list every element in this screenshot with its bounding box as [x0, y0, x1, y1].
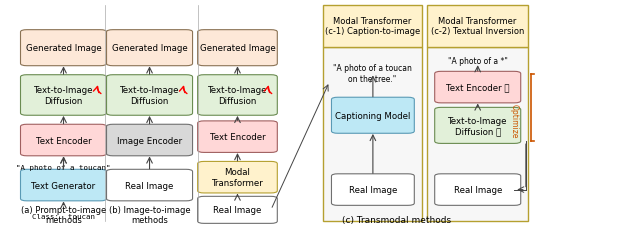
Text: Text Encoder: Text Encoder	[36, 136, 92, 145]
Text: Real Image: Real Image	[454, 185, 502, 194]
FancyBboxPatch shape	[20, 31, 106, 67]
FancyBboxPatch shape	[323, 48, 422, 221]
FancyBboxPatch shape	[106, 125, 193, 156]
Text: Real Image: Real Image	[349, 185, 397, 194]
Text: Text-to-Image
Diffusion 🔒: Text-to-Image Diffusion 🔒	[448, 116, 508, 136]
FancyBboxPatch shape	[106, 75, 193, 116]
Text: "A photo of a toucan": "A photo of a toucan"	[16, 164, 111, 170]
FancyBboxPatch shape	[20, 125, 106, 156]
Text: Text Encoder: Text Encoder	[210, 133, 266, 141]
FancyBboxPatch shape	[427, 6, 528, 47]
FancyBboxPatch shape	[20, 170, 106, 201]
FancyBboxPatch shape	[198, 121, 277, 153]
Text: Captioning Model: Captioning Model	[335, 111, 411, 120]
Text: Class:  toucan: Class: toucan	[32, 213, 95, 219]
Text: Modal
Transformer: Modal Transformer	[212, 168, 263, 187]
FancyBboxPatch shape	[332, 174, 414, 205]
Text: Modal Transformer
(c-2) Textual Inversion: Modal Transformer (c-2) Textual Inversio…	[431, 17, 524, 36]
FancyBboxPatch shape	[435, 174, 521, 205]
Text: Image Encoder: Image Encoder	[117, 136, 182, 145]
FancyBboxPatch shape	[198, 75, 277, 116]
Text: "A photo of a toucan
on the tree.": "A photo of a toucan on the tree."	[333, 64, 412, 84]
FancyBboxPatch shape	[332, 98, 414, 134]
Text: Text Encoder 🔒: Text Encoder 🔒	[446, 83, 509, 92]
FancyBboxPatch shape	[198, 196, 277, 223]
FancyBboxPatch shape	[198, 162, 277, 193]
Text: Text-to-Image
Diffusion: Text-to-Image Diffusion	[120, 86, 179, 105]
Text: Generated Image: Generated Image	[26, 44, 101, 53]
Text: (c) Transmodal methods: (c) Transmodal methods	[342, 215, 451, 225]
FancyBboxPatch shape	[323, 6, 422, 47]
FancyBboxPatch shape	[20, 75, 106, 116]
Text: Generated Image: Generated Image	[111, 44, 188, 53]
FancyBboxPatch shape	[435, 108, 521, 144]
FancyBboxPatch shape	[198, 31, 277, 67]
FancyBboxPatch shape	[427, 48, 528, 221]
Text: Real Image: Real Image	[125, 181, 173, 190]
Text: Generated Image: Generated Image	[200, 44, 275, 53]
Text: Text Generator: Text Generator	[31, 181, 95, 190]
Text: Optimize: Optimize	[510, 103, 519, 137]
FancyBboxPatch shape	[435, 72, 521, 104]
Text: Text-to-Image
Diffusion: Text-to-Image Diffusion	[208, 86, 268, 105]
Text: Modal Transformer
(c-1) Caption-to-image: Modal Transformer (c-1) Caption-to-image	[325, 17, 420, 36]
FancyBboxPatch shape	[106, 170, 193, 201]
Text: "A photo of a *": "A photo of a *"	[448, 56, 508, 65]
Text: (a) Prompt-to-image
methods: (a) Prompt-to-image methods	[21, 205, 106, 225]
Text: (b) Image-to-image
methods: (b) Image-to-image methods	[109, 205, 190, 225]
FancyBboxPatch shape	[106, 31, 193, 67]
Text: Real Image: Real Image	[213, 205, 262, 214]
Text: Text-to-Image
Diffusion: Text-to-Image Diffusion	[34, 86, 93, 105]
